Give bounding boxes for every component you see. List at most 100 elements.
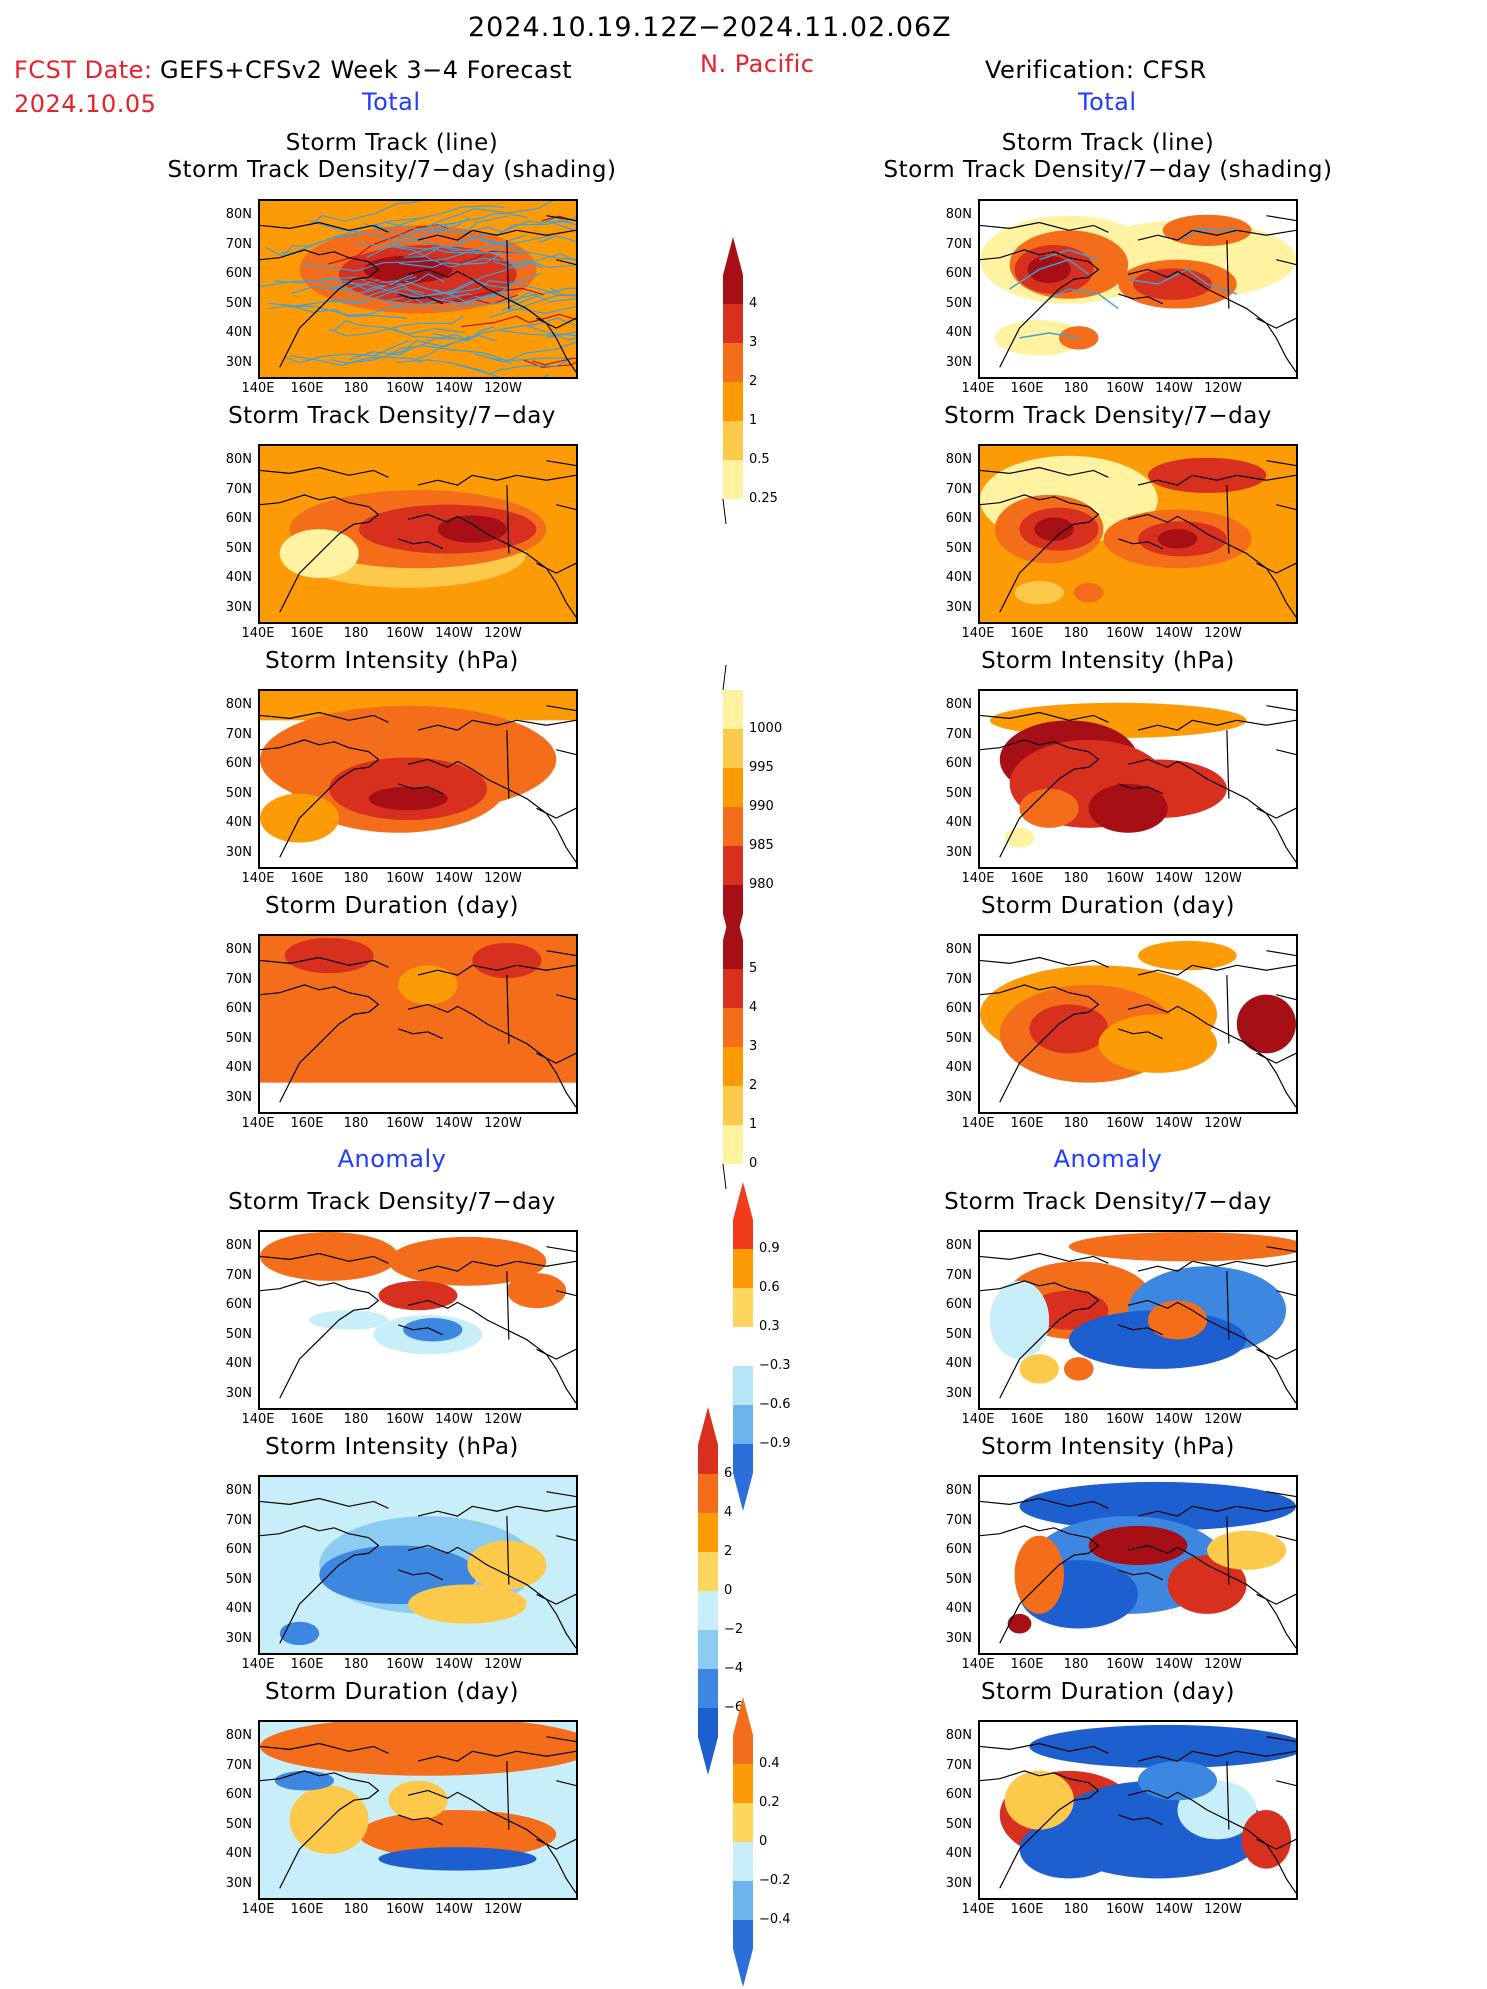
lon-tick-label: 140E (961, 1412, 995, 1427)
lat-tick-label: 50N (945, 1816, 972, 1832)
fcst-date-label: FCST Date: (14, 56, 153, 84)
lon-tick-label: 160E (290, 381, 324, 396)
lat-tick-label: 80N (225, 207, 252, 222)
lat-tick-label: 60N (945, 266, 972, 281)
lat-tick-label: 40N (945, 570, 972, 585)
lat-tick-label: 30N (225, 1630, 252, 1646)
colorbar-tick-label: 0 (724, 1583, 733, 1598)
lon-tick-label: 160E (290, 1116, 324, 1131)
lon-tick-label: 180 (1063, 626, 1089, 641)
lat-tick-label: 60N (945, 1787, 972, 1802)
lat-tick-label: 80N (945, 1728, 972, 1743)
lat-tick-label: 70N (225, 236, 252, 252)
lon-tick-label: 140E (241, 1116, 275, 1131)
period-title: 2024.10.19.12Z−2024.11.02.06Z (468, 12, 952, 43)
lat-tick-label: 40N (225, 1060, 252, 1075)
lat-tick-label: 30N (945, 1385, 972, 1401)
fcst-date-value: 2024.10.05 (14, 90, 157, 118)
lat-tick-label: 30N (225, 1875, 252, 1891)
colorbar-tick-label: 4 (749, 296, 758, 311)
lon-tick-label: 120W (484, 1116, 522, 1131)
colorbar-tick-label: −0.3 (759, 1358, 791, 1373)
lon-tick-label: 160W (1106, 1657, 1144, 1672)
lat-tick-label: 80N (225, 1728, 252, 1743)
map-canvas (260, 446, 576, 622)
lon-tick-label: 160W (386, 1902, 424, 1917)
colorbar-tick-label: 0.2 (759, 1795, 780, 1810)
colorbar-tick-label: 0.4 (759, 1756, 780, 1771)
lon-tick-label: 160W (1106, 381, 1144, 396)
lon-tick-label: 160E (290, 1902, 324, 1917)
lon-tick-label: 120W (1204, 1412, 1242, 1427)
colorbar-tick-label: 980 (749, 877, 774, 892)
lon-tick-label: 140W (435, 1116, 473, 1131)
lat-tick-label: 80N (945, 942, 972, 957)
lon-tick-label: 180 (343, 381, 369, 396)
map-canvas (980, 936, 1296, 1112)
lat-tick-label: 50N (945, 1571, 972, 1587)
lat-tick-label: 50N (945, 1326, 972, 1342)
lat-tick-label: 30N (945, 1630, 972, 1646)
lat-tick-label: 30N (945, 599, 972, 615)
map-panel-0-0 (258, 199, 578, 379)
lon-tick-label: 140E (961, 1657, 995, 1672)
lon-tick-label: 140E (961, 1902, 995, 1917)
lon-tick-label: 140W (1155, 1657, 1193, 1672)
lat-tick-label: 60N (945, 756, 972, 771)
lat-tick-label: 50N (945, 540, 972, 556)
lat-tick-label: 50N (945, 1030, 972, 1046)
lon-tick-label: 160E (290, 1412, 324, 1427)
title-track-line-right: Storm Track (line) (1001, 130, 1215, 156)
lat-tick-label: 80N (225, 1483, 252, 1498)
lon-tick-label: 180 (1063, 871, 1089, 886)
lon-tick-label: 160E (290, 1657, 324, 1672)
lat-tick-label: 40N (225, 1601, 252, 1616)
title-duration-left: Storm Duration (day) (265, 893, 519, 919)
title-duration-right: Storm Duration (day) (981, 893, 1235, 919)
colorbar-tick-label: 4 (749, 1000, 758, 1015)
lat-tick-label: 40N (945, 1601, 972, 1616)
lon-tick-label: 160E (290, 871, 324, 886)
lon-tick-label: 160W (386, 626, 424, 641)
lat-tick-label: 50N (225, 1326, 252, 1342)
map-canvas (980, 1722, 1296, 1898)
lon-tick-label: 120W (1204, 871, 1242, 886)
lat-tick-label: 60N (225, 1297, 252, 1312)
colorbar-tick-label: −0.2 (759, 1873, 791, 1888)
verification-label: Verification: CFSR (985, 56, 1207, 84)
lon-tick-label: 160W (1106, 1116, 1144, 1131)
title-density-right: Storm Track Density/7−day (944, 403, 1272, 429)
lon-tick-label: 120W (1204, 381, 1242, 396)
map-panel-3-0 (258, 934, 578, 1114)
lat-tick-label: 70N (945, 1267, 972, 1283)
lon-tick-label: 160E (1010, 1657, 1044, 1672)
map-canvas (260, 691, 576, 867)
lat-tick-label: 60N (225, 511, 252, 526)
lon-tick-label: 140E (961, 626, 995, 641)
lon-tick-label: 140W (1155, 1116, 1193, 1131)
map-panel-5-1 (978, 1475, 1298, 1655)
lat-tick-label: 30N (945, 844, 972, 860)
lon-tick-label: 140E (241, 626, 275, 641)
lat-tick-label: 60N (945, 511, 972, 526)
colorbar-tick-label: −0.4 (759, 1912, 791, 1927)
lon-tick-label: 120W (1204, 1657, 1242, 1672)
model-label: GEFS+CFSv2 Week 3−4 Forecast (160, 56, 573, 84)
title-anom-duration-left: Storm Duration (day) (265, 1679, 519, 1705)
lon-tick-label: 160E (1010, 871, 1044, 886)
lat-tick-label: 60N (945, 1001, 972, 1016)
lon-tick-label: 140W (435, 1902, 473, 1917)
lat-tick-label: 60N (225, 1542, 252, 1557)
lon-tick-label: 140W (1155, 626, 1193, 641)
colorbar-tick-label: −6 (724, 1700, 744, 1715)
lon-tick-label: 120W (1204, 626, 1242, 641)
map-canvas (260, 936, 576, 1112)
lat-tick-label: 80N (945, 697, 972, 712)
colorbar-tick-label: 3 (749, 1039, 758, 1054)
lon-tick-label: 160W (386, 1657, 424, 1672)
lon-tick-label: 160W (1106, 1412, 1144, 1427)
lat-tick-label: 80N (225, 1238, 252, 1253)
lon-tick-label: 180 (343, 871, 369, 886)
colorbar-tick-label: 1 (749, 413, 758, 428)
lat-tick-label: 70N (945, 236, 972, 252)
